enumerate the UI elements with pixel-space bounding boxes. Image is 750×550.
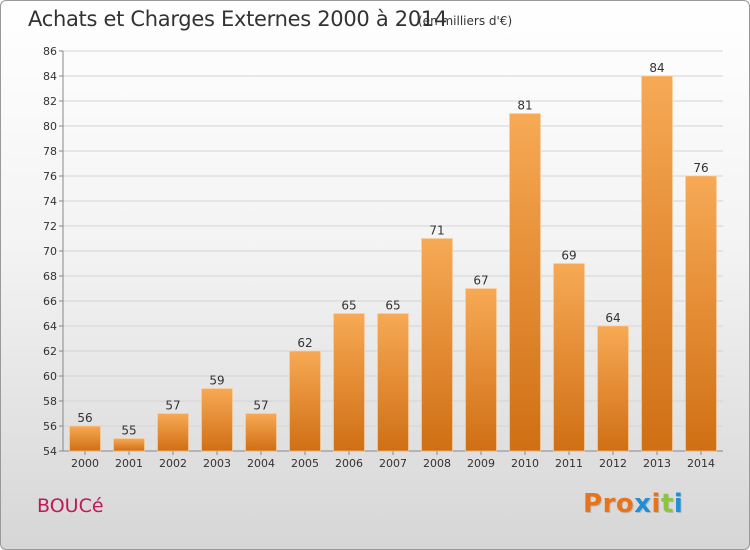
data-labels: 56 55 57 59 57 62 65 65 71 67 81 69 64 84 76 xyxy=(77,61,708,438)
x-tick-label: 2005 xyxy=(291,457,319,470)
y-tick-label: 80 xyxy=(43,120,57,133)
y-tick-label: 58 xyxy=(43,395,57,408)
data-label: 64 xyxy=(605,311,620,325)
x-tick-label: 2000 xyxy=(71,457,99,470)
bars xyxy=(69,75,717,452)
x-tick-label: 2010 xyxy=(511,457,539,470)
y-tick-label: 82 xyxy=(43,95,57,108)
logo-letter: P xyxy=(583,489,603,519)
logo-letter: x xyxy=(634,489,652,519)
logo-letter: o xyxy=(615,489,635,519)
x-tick-label: 2004 xyxy=(247,457,275,470)
bar-2011 xyxy=(553,263,585,452)
bar-2014 xyxy=(685,175,717,452)
y-tick-label: 84 xyxy=(43,70,57,83)
y-tick-label: 62 xyxy=(43,345,57,358)
x-tick-label: 2006 xyxy=(335,457,363,470)
bar-2006 xyxy=(333,313,365,452)
bar-2007 xyxy=(377,313,409,452)
x-tick-label: 2008 xyxy=(423,457,451,470)
y-tick-label: 66 xyxy=(43,295,57,308)
data-label: 67 xyxy=(473,274,488,288)
data-label: 55 xyxy=(121,424,136,438)
x-tick-label: 2001 xyxy=(115,457,143,470)
data-label: 65 xyxy=(341,299,356,313)
bar-2012 xyxy=(597,325,629,452)
data-label: 71 xyxy=(429,224,444,238)
place-name: BOUCé xyxy=(37,495,104,517)
logo-letter: t xyxy=(660,489,674,519)
chart-subtitle: (en milliers d'€) xyxy=(418,14,513,28)
bar-2003 xyxy=(201,388,233,452)
y-tick-label: 54 xyxy=(43,445,57,458)
logo-letter: i xyxy=(673,489,684,519)
x-tick-label: 2014 xyxy=(687,457,715,470)
logo-letter: r xyxy=(602,489,616,519)
x-tick-label: 2009 xyxy=(467,457,495,470)
data-label: 76 xyxy=(693,161,708,175)
y-tick-label: 76 xyxy=(43,170,57,183)
data-label: 57 xyxy=(165,399,180,413)
data-label: 84 xyxy=(649,61,664,75)
bar-2005 xyxy=(289,350,321,452)
proxiti-logo[interactable]: Proxiti xyxy=(583,489,683,519)
y-tick-label: 60 xyxy=(43,370,57,383)
y-tick-label: 64 xyxy=(43,320,57,333)
chart-title: Achats et Charges Externes 2000 à 2014 xyxy=(28,7,448,31)
x-tick-label: 2002 xyxy=(159,457,187,470)
x-tick-label: 2003 xyxy=(203,457,231,470)
y-tick-label: 56 xyxy=(43,420,57,433)
bar-2004 xyxy=(245,413,277,452)
y-tick-label: 72 xyxy=(43,220,57,233)
logo-letter: i xyxy=(651,489,661,519)
data-label: 59 xyxy=(209,374,224,388)
bar-2013 xyxy=(641,75,673,452)
data-label: 69 xyxy=(561,249,576,263)
x-tick-label: 2011 xyxy=(555,457,583,470)
data-label: 56 xyxy=(77,411,92,425)
data-label: 81 xyxy=(517,99,532,113)
bar-2000 xyxy=(69,425,101,452)
data-label: 62 xyxy=(297,336,312,350)
y-tick-label: 74 xyxy=(43,195,57,208)
x-tick-label: 2007 xyxy=(379,457,407,470)
y-tick-label: 68 xyxy=(43,270,57,283)
bar-2001 xyxy=(113,438,145,452)
y-tick-label: 78 xyxy=(43,145,57,158)
x-tick-label: 2012 xyxy=(599,457,627,470)
bar-2010 xyxy=(509,113,541,452)
data-label: 65 xyxy=(385,299,400,313)
bar-2002 xyxy=(157,413,189,452)
bar-2009 xyxy=(465,288,497,452)
y-tick-label: 70 xyxy=(43,245,57,258)
data-label: 57 xyxy=(253,399,268,413)
y-tick-label: 86 xyxy=(43,45,57,58)
x-tick-label: 2013 xyxy=(643,457,671,470)
bar-2008 xyxy=(421,238,453,452)
